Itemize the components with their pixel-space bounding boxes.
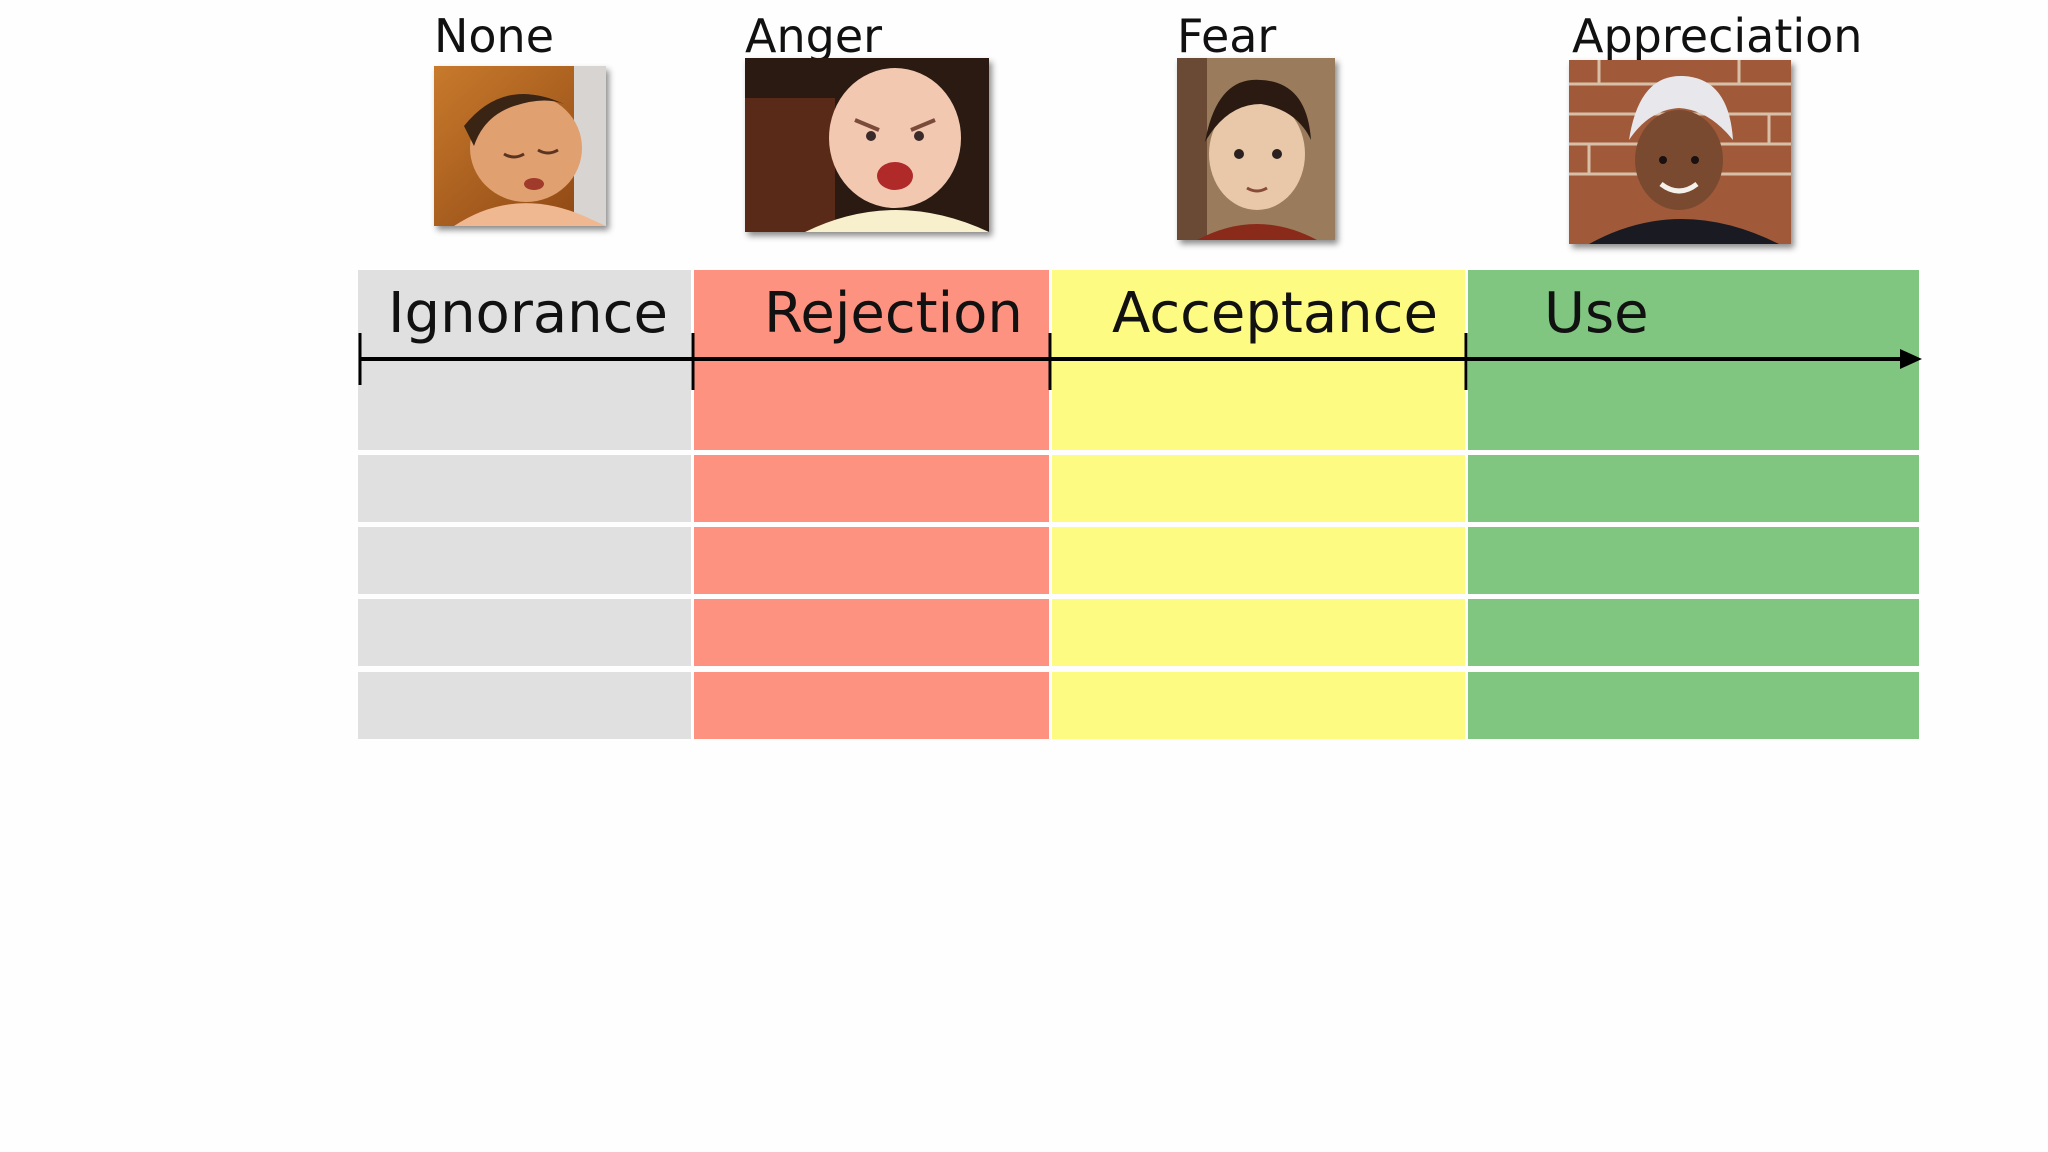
stage-label-rejection: Rejection bbox=[764, 281, 1023, 346]
emotion-label-anger: Anger bbox=[745, 9, 883, 63]
ignorance-cell-row-2 bbox=[358, 527, 691, 594]
rejection-cell-row-4 bbox=[694, 672, 1049, 739]
rejection-cell-row-3 bbox=[694, 599, 1049, 666]
use-cell-row-3 bbox=[1468, 599, 1919, 666]
use-cell-row-0 bbox=[1468, 270, 1919, 450]
acceptance-cell-row-3 bbox=[1052, 599, 1465, 666]
use-cell-row-2 bbox=[1468, 527, 1919, 594]
worried-boy-photo bbox=[1177, 58, 1335, 240]
ignorance-cell-row-3 bbox=[358, 599, 691, 666]
stage-label-ignorance: Ignorance bbox=[388, 281, 668, 346]
rejection-cell-row-1 bbox=[694, 455, 1049, 522]
sleeping-child-photo bbox=[434, 66, 606, 226]
stage-label-use: Use bbox=[1544, 281, 1649, 346]
use-cell-row-4 bbox=[1468, 672, 1919, 739]
emotion-label-appreciation: Appreciation bbox=[1572, 9, 1863, 63]
use-cell-row-1 bbox=[1468, 455, 1919, 522]
acceptance-cell-row-2 bbox=[1052, 527, 1465, 594]
ignorance-cell-row-1 bbox=[358, 455, 691, 522]
ignorance-cell-row-4 bbox=[358, 672, 691, 739]
acceptance-cell-row-4 bbox=[1052, 672, 1465, 739]
stage-label-acceptance: Acceptance bbox=[1112, 281, 1438, 346]
emotion-label-none: None bbox=[434, 9, 555, 63]
smiling-girl-photo bbox=[1569, 60, 1791, 244]
angry-baby-photo bbox=[745, 58, 989, 232]
acceptance-cell-row-1 bbox=[1052, 455, 1465, 522]
rejection-cell-row-2 bbox=[694, 527, 1049, 594]
emotion-label-fear: Fear bbox=[1177, 9, 1277, 63]
